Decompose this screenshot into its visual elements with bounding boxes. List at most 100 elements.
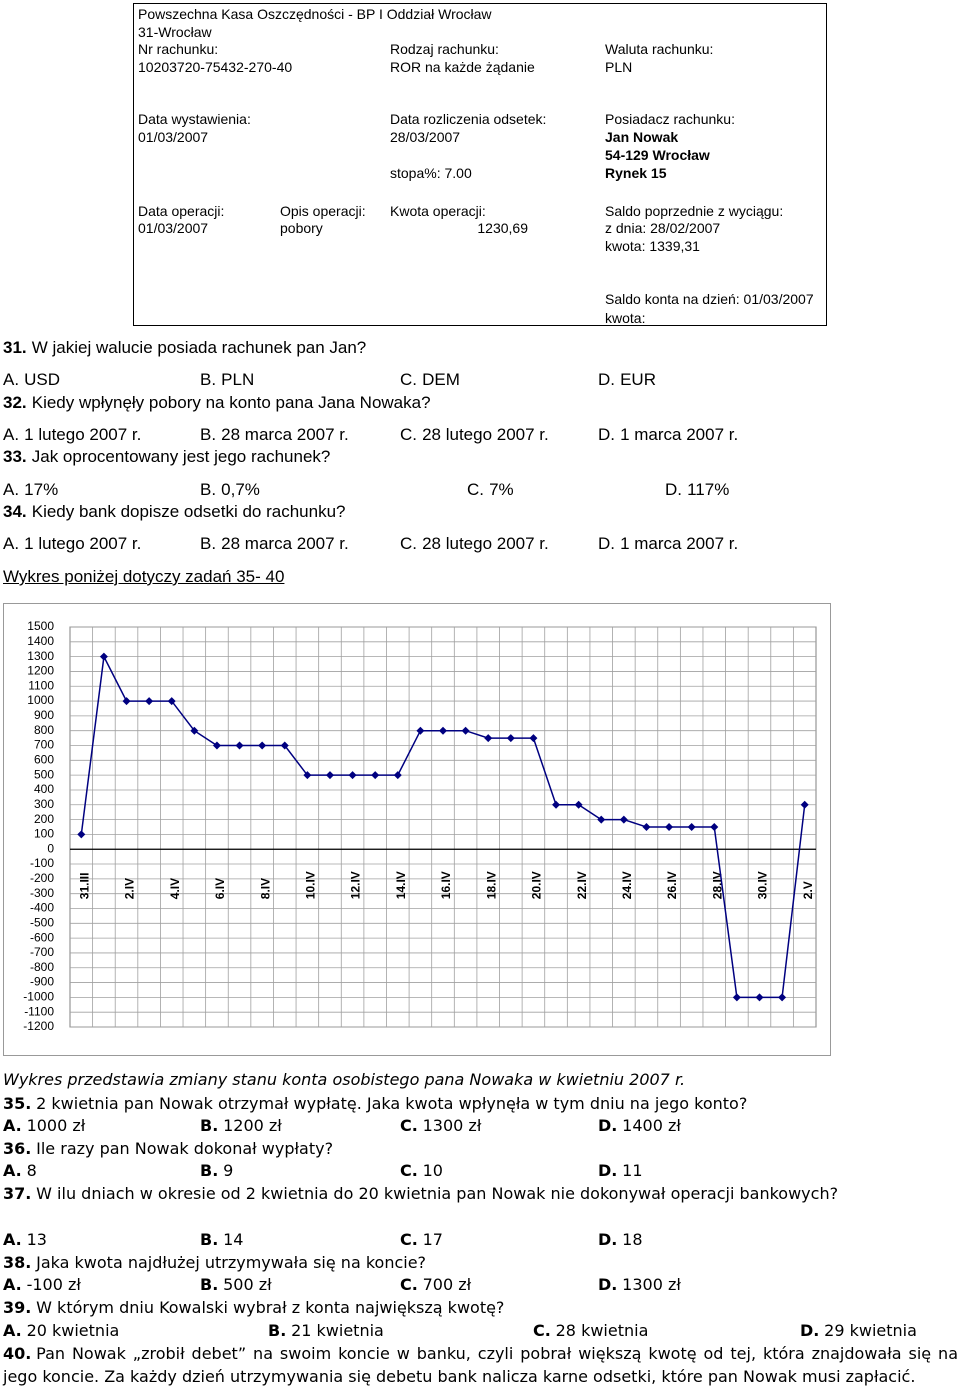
answer: D. 1 marca 2007 r. <box>598 534 738 554</box>
data-point <box>77 830 86 839</box>
answer: C. 10 <box>400 1159 443 1182</box>
answer-text: EUR <box>620 370 656 389</box>
data-point <box>145 697 154 706</box>
value: kwota: 1339,31 <box>605 238 700 254</box>
holder-street: Rynek 15 <box>605 165 667 181</box>
label: Waluta rachunku: <box>605 41 714 57</box>
answer-text: 8 <box>26 1161 37 1180</box>
question-text: Ile razy pan Nowak dokonał wypłaty? <box>36 1139 334 1158</box>
label: Nr rachunku: <box>138 41 219 57</box>
label: Rodzaj rachunku: <box>390 41 499 57</box>
x-tick-label: 31.III <box>77 873 91 900</box>
y-tick-label: 500 <box>34 767 54 781</box>
y-tick-label: 100 <box>34 827 54 841</box>
y-tick-label: -1000 <box>23 990 54 1004</box>
y-tick-label: -600 <box>30 930 54 944</box>
answer-letter: D. <box>598 1275 618 1294</box>
rate: stopa%: 7.00 <box>390 165 472 181</box>
holder-postal: 54-129 Wrocław <box>605 147 710 163</box>
data-point <box>778 993 787 1002</box>
answer-text: 1 lutego 2007 r. <box>24 534 142 553</box>
answer-text: 1000 zł <box>26 1116 86 1135</box>
x-tick-label: 22.IV <box>575 871 589 899</box>
answer: B. 9 <box>200 1159 233 1182</box>
answer-text: 700 zł <box>422 1275 472 1294</box>
answer-letter: C. <box>400 534 417 553</box>
y-tick-label: 1000 <box>27 693 54 707</box>
answer-text: 17 <box>422 1230 443 1249</box>
answer-text: 28 marca 2007 r. <box>221 425 349 444</box>
y-tick-label: -700 <box>30 945 54 959</box>
answer-text: 28 lutego 2007 r. <box>422 425 549 444</box>
holder-name: Jan Nowak <box>605 129 679 145</box>
x-tick-label: 20.IV <box>530 871 544 899</box>
x-tick-label: 16.IV <box>439 871 453 899</box>
answer: B. 21 kwietnia <box>268 1319 384 1342</box>
answer: C. DEM <box>400 370 460 390</box>
answer: D. EUR <box>598 370 656 390</box>
answer-letter: D. <box>598 370 615 389</box>
value: PLN <box>605 59 633 75</box>
data-point <box>800 800 809 809</box>
answer-letter: C. <box>400 425 417 444</box>
answer: C. 7% <box>467 480 514 500</box>
answer-text: 29 kwietnia <box>824 1321 917 1340</box>
answer: B. 28 marca 2007 r. <box>200 425 349 445</box>
answer-text: 1300 zł <box>622 1275 681 1294</box>
data-point <box>371 771 380 780</box>
value: 10203720-75432-270-40 <box>138 59 293 75</box>
label: Opis operacji: <box>280 203 366 219</box>
x-tick-label: 14.IV <box>394 871 408 899</box>
data-point <box>687 823 696 831</box>
answer-letter: A. <box>3 480 20 499</box>
answer: A. 8 <box>3 1159 37 1182</box>
answer: C. 1300 zł <box>400 1114 481 1137</box>
answer: A. USD <box>3 370 60 390</box>
answer-letter: B. <box>200 1230 219 1249</box>
data-point <box>325 771 334 780</box>
data-point <box>393 771 402 780</box>
question: 36. Ile razy pan Nowak dokonał wypłaty? <box>3 1137 333 1160</box>
y-tick-label: -800 <box>30 960 54 974</box>
answer-text: 1 marca 2007 r. <box>620 425 739 444</box>
label: Posiadacz rachunku: <box>605 111 735 127</box>
answer-text: 0,7% <box>221 480 260 499</box>
data-point <box>484 734 493 743</box>
y-tick-label: 700 <box>34 738 54 752</box>
x-tick-label: 2.V <box>801 881 815 899</box>
answer-text: 1 lutego 2007 r. <box>24 425 142 444</box>
answer-text: PLN <box>221 370 255 389</box>
answer: C. 17 <box>400 1228 443 1251</box>
answer: A. 1000 zł <box>3 1114 85 1137</box>
answer: D. 1300 zł <box>598 1273 681 1296</box>
answer-letter: B. <box>200 1161 219 1180</box>
answer-letter: B. <box>200 425 217 444</box>
data-point <box>212 741 221 750</box>
answer: B. 0,7% <box>200 480 260 500</box>
answer-text: 28 marca 2007 r. <box>221 534 349 553</box>
value: 1230,69 <box>477 220 528 236</box>
answer: A. 20 kwietnia <box>3 1319 119 1342</box>
value: 01/03/2007 <box>138 220 209 236</box>
data-point <box>167 697 176 706</box>
question-text: W jakiej walucie posiada rachunek pan Ja… <box>31 338 367 357</box>
label: Saldo poprzednie z wyciągu: <box>605 203 784 219</box>
answer-text: 13 <box>26 1230 47 1249</box>
label: kwota: <box>605 310 646 326</box>
answer-letter: A. <box>3 370 20 389</box>
question-number: 38. <box>3 1253 32 1272</box>
answer-text: 28 lutego 2007 r. <box>422 534 549 553</box>
answer: D. 18 <box>598 1228 643 1251</box>
data-point <box>416 726 425 735</box>
answer-letter: C. <box>400 1275 418 1294</box>
y-tick-label: 300 <box>34 797 54 811</box>
label: Data operacji: <box>138 203 225 219</box>
answer: B. 500 zł <box>200 1273 272 1296</box>
data-point <box>755 993 764 1002</box>
answer: D. 29 kwietnia <box>800 1319 917 1342</box>
answer-letter: B. <box>268 1321 287 1340</box>
answer: B. PLN <box>200 370 254 390</box>
bank-city: 31-Wrocław <box>138 24 212 40</box>
answer-text: 1 marca 2007 r. <box>620 534 739 553</box>
answer-letter: D. <box>598 425 615 444</box>
